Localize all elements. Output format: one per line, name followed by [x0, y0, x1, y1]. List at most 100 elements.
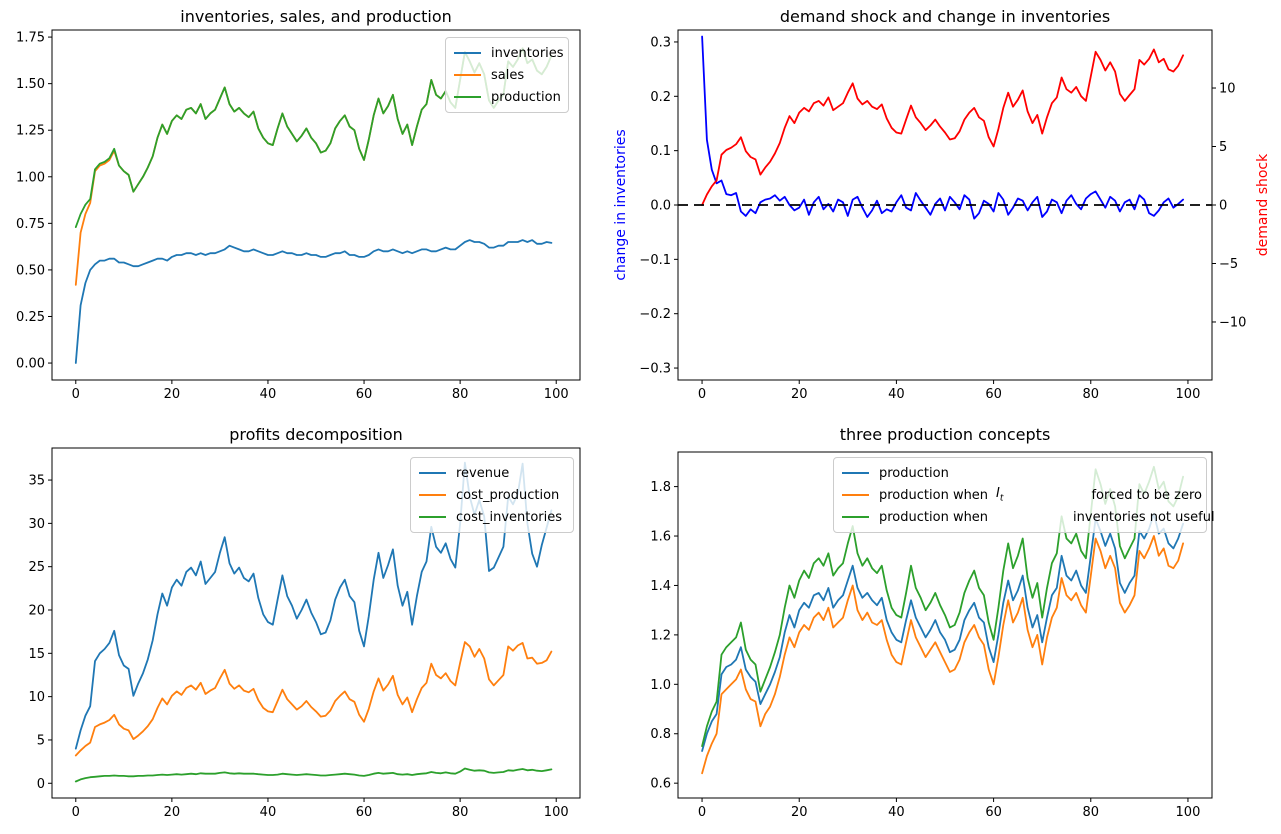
- legend-label: It: [996, 486, 1004, 504]
- y-tick-label: 15: [28, 647, 45, 662]
- x-tick-label: 0: [72, 387, 80, 402]
- y-tick-label: −0.1: [639, 253, 671, 268]
- x-tick-label: 80: [452, 387, 469, 402]
- y-tick-label: 0.0: [650, 199, 671, 214]
- legend-item: sales: [454, 64, 560, 86]
- y-axis-label-demand-shock: demand shock: [1255, 153, 1271, 257]
- x-tick-label: 40: [260, 805, 277, 820]
- legend-line-swatch: [454, 74, 481, 76]
- chart-title-inventories-sales-production: inventories, sales, and production: [180, 7, 452, 26]
- legend-line-swatch: [454, 52, 481, 54]
- y-tick-label: 0.8: [650, 727, 671, 742]
- y-tick-label: −0.3: [639, 362, 671, 377]
- y-tick-label: 0.00: [16, 357, 45, 372]
- legend-label: cost_inventories: [456, 509, 563, 525]
- legend-line-swatch: [419, 472, 446, 474]
- legend-label-spacer: [988, 517, 1073, 518]
- legend-label: inventories not useful: [1073, 509, 1215, 525]
- chart-title-three-production-concepts: three production concepts: [839, 425, 1051, 444]
- series-line-demand-shock: [701, 48, 1184, 206]
- x-tick-label: 40: [888, 387, 905, 402]
- legend-label: production when: [879, 487, 989, 503]
- x-tick-label: 0: [698, 387, 706, 402]
- legend-line-swatch: [842, 494, 869, 496]
- y-tick-label: 30: [28, 517, 45, 532]
- y-tick-label: 10: [28, 690, 45, 705]
- legend-item: production: [454, 86, 561, 108]
- y-tick-label: 0.50: [16, 263, 45, 278]
- legend-item: cost_production: [419, 484, 565, 506]
- series-line-production: [701, 512, 1184, 752]
- legend-line-swatch: [419, 516, 446, 518]
- x-tick-label: 20: [164, 387, 181, 402]
- y-tick-label: 25: [28, 560, 45, 575]
- series-line-cost-inventories: [74, 767, 553, 783]
- x-tick-label: 20: [164, 805, 181, 820]
- y-tick-label: 35: [28, 474, 45, 489]
- y-tick-label: 5: [37, 733, 45, 748]
- legend-label: production: [879, 465, 949, 481]
- legend-br: production production when It forced to be …: [833, 457, 1215, 533]
- legend-label-spacer: [1003, 495, 1091, 496]
- legend-item: cost_inventories: [419, 506, 565, 528]
- legend-tl: inventories sales production: [445, 37, 569, 113]
- x-tick-label: 60: [985, 805, 1002, 820]
- y-tick-label: 1.0: [650, 678, 671, 693]
- y-axis-label-change-in-inventories: change in inventories: [613, 129, 629, 281]
- x-tick-label: 60: [985, 387, 1002, 402]
- legend-label: inventories: [491, 45, 564, 61]
- y-tick-label: 1.00: [16, 170, 45, 185]
- legend-item: production: [842, 462, 1198, 484]
- y-tick-right-label: −5: [1219, 257, 1238, 272]
- axes-frame-bl: [51, 447, 581, 799]
- x-tick-label: 20: [791, 805, 808, 820]
- y-tick-label: 0.3: [650, 35, 671, 50]
- x-tick-label: 100: [1176, 387, 1201, 402]
- y-tick-right-label: 5: [1219, 140, 1227, 155]
- x-tick-label: 0: [698, 805, 706, 820]
- x-tick-label: 20: [791, 387, 808, 402]
- y-tick-label: 0.2: [650, 90, 671, 105]
- legend-item: revenue: [419, 462, 565, 484]
- axes-frame-br: [677, 451, 1213, 799]
- chart-title-profits-decomposition: profits decomposition: [229, 425, 403, 444]
- x-tick-label: 40: [888, 805, 905, 820]
- y-tick-label: 0: [37, 777, 45, 792]
- y-tick-label: 0.1: [650, 144, 671, 159]
- legend-line-swatch: [842, 516, 869, 518]
- chart-title-demand-shock-and-change-in-inventories: demand shock and change in inventories: [779, 7, 1111, 26]
- legend-label: sales: [491, 67, 525, 83]
- legend-label: production when: [879, 509, 989, 525]
- legend-label: revenue: [456, 465, 510, 481]
- series-line-production-when-i-t-forced-to-be-zero: [701, 535, 1184, 775]
- y-tick-label: 1.8: [650, 480, 671, 495]
- y-tick-label: 1.50: [16, 77, 45, 92]
- series-line-cost-production: [74, 641, 553, 757]
- x-tick-label: 100: [544, 805, 569, 820]
- legend-label: cost_production: [456, 487, 560, 503]
- legend-item: production when It forced to be zero: [842, 484, 1202, 506]
- legend-label-spacer: [988, 495, 996, 496]
- x-tick-label: 80: [452, 805, 469, 820]
- y-tick-label: 0.6: [650, 777, 671, 792]
- y-tick-label: 1.75: [16, 31, 45, 46]
- legend-label: forced to be zero: [1091, 487, 1202, 503]
- legend-line-swatch: [454, 96, 481, 98]
- x-tick-label: 80: [1082, 387, 1099, 402]
- y-tick-label: 1.2: [650, 628, 671, 643]
- y-tick-label: 1.25: [16, 124, 45, 139]
- legend-item: inventories: [454, 42, 564, 64]
- x-tick-label: 0: [72, 805, 80, 820]
- x-tick-label: 100: [1176, 805, 1201, 820]
- legend-line-swatch: [419, 494, 446, 496]
- y-tick-label: 1.4: [650, 579, 671, 594]
- x-tick-label: 100: [544, 387, 569, 402]
- y-tick-right-label: 0: [1219, 199, 1227, 214]
- x-tick-label: 60: [356, 805, 373, 820]
- x-tick-label: 40: [260, 387, 277, 402]
- x-tick-label: 80: [1082, 805, 1099, 820]
- legend-label: production: [491, 89, 561, 105]
- y-tick-right-label: 10: [1219, 82, 1236, 97]
